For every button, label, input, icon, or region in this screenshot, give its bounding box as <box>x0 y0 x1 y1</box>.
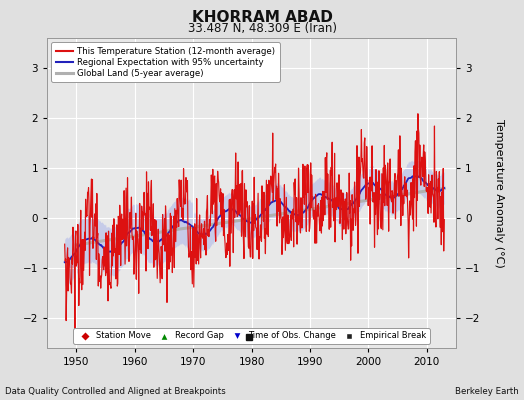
Text: Berkeley Earth: Berkeley Earth <box>455 387 519 396</box>
Text: Data Quality Controlled and Aligned at Breakpoints: Data Quality Controlled and Aligned at B… <box>5 387 226 396</box>
Y-axis label: Temperature Anomaly (°C): Temperature Anomaly (°C) <box>494 119 504 267</box>
Legend: Station Move, Record Gap, Time of Obs. Change, Empirical Break: Station Move, Record Gap, Time of Obs. C… <box>73 328 430 344</box>
Text: 33.487 N, 48.309 E (Iran): 33.487 N, 48.309 E (Iran) <box>188 22 336 35</box>
Text: KHORRAM ABAD: KHORRAM ABAD <box>192 10 332 25</box>
